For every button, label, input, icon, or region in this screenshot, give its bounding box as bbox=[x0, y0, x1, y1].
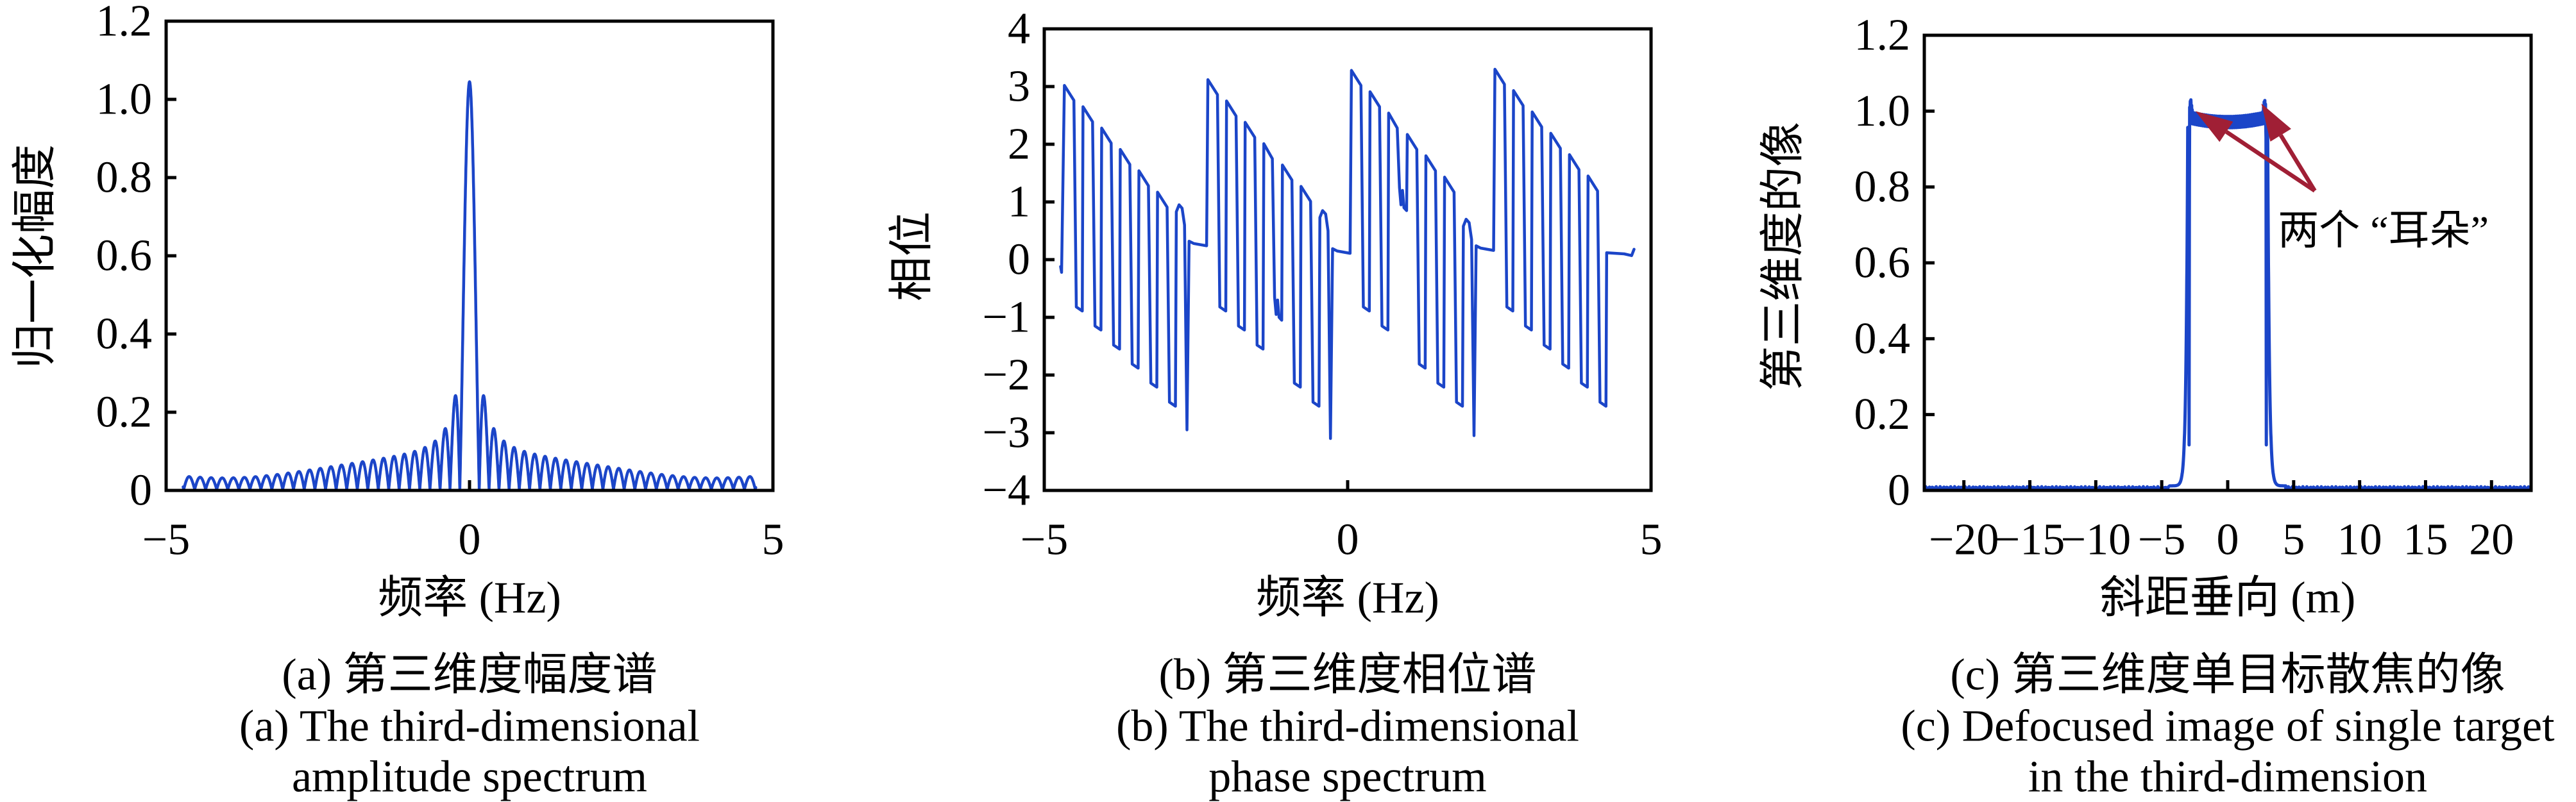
panel-a-xlabel: 频率 (Hz) bbox=[378, 574, 561, 623]
x-tick-label: 15 bbox=[2403, 515, 2448, 565]
panel-b-caption-en1: (b) The third-dimensional bbox=[1116, 702, 1579, 751]
panel-b-caption-zh: (b) 第三维度相位谱 bbox=[1158, 651, 1536, 700]
y-tick-label: 1.0 bbox=[96, 75, 153, 124]
panel-b-frame bbox=[1042, 27, 1653, 492]
y-tick-label: 0.8 bbox=[96, 153, 153, 203]
x-tick-label: 5 bbox=[762, 515, 784, 565]
x-tick-label: −5 bbox=[2138, 515, 2185, 565]
y-tick-label: 0.2 bbox=[1854, 390, 1911, 439]
x-tick-label: −15 bbox=[1995, 515, 2065, 565]
y-tick-label: 0.8 bbox=[1854, 162, 1911, 212]
panel-b-ylabel: 相位 bbox=[888, 212, 937, 301]
y-tick-label: −2 bbox=[983, 351, 1030, 400]
y-tick-label: −3 bbox=[983, 408, 1030, 458]
y-tick-label: 0.2 bbox=[96, 388, 153, 437]
y-tick-label: 0.4 bbox=[1854, 314, 1911, 363]
y-tick-label: 0.4 bbox=[96, 310, 153, 359]
y-tick-label: 2 bbox=[1008, 120, 1030, 169]
x-tick-label: −20 bbox=[1929, 515, 1999, 565]
y-tick-label: 0.6 bbox=[96, 231, 153, 281]
panel-a-caption-en1: (a) The third-dimensional bbox=[239, 702, 700, 751]
panel-b: −5 0 5 −4 −3 −2 −1 0 1 2 3 4 相位 频率 (Hz) (b) 第三维度相位谱… bbox=[888, 4, 1663, 802]
amplitude-curve bbox=[182, 80, 758, 491]
panel-c-caption-en2: in the third-dimension bbox=[2028, 753, 2427, 802]
panel-a-caption-en2: amplitude spectrum bbox=[292, 753, 647, 802]
x-tick-label: 20 bbox=[2469, 515, 2514, 565]
panel-c-caption-en1: (c) Defocused image of single target bbox=[1901, 702, 2555, 751]
panel-a-ylabel: 归一化幅度 bbox=[11, 144, 60, 369]
panel-c-xlabel: 斜距垂向 (m) bbox=[2100, 574, 2356, 623]
x-tick-label: 10 bbox=[2337, 515, 2382, 565]
defocused-image-curve bbox=[1922, 98, 2532, 492]
y-tick-label: 3 bbox=[1008, 62, 1030, 112]
arrow-shaft bbox=[2225, 129, 2316, 193]
y-tick-label: 0 bbox=[130, 466, 152, 515]
panel-a-caption-zh: (a) 第三维度幅度谱 bbox=[282, 651, 657, 700]
y-tick-label: 1.0 bbox=[1854, 87, 1911, 136]
ears-annotation-label: 两个 “耳朵” bbox=[2278, 208, 2489, 253]
panel-c-frame bbox=[1922, 33, 2533, 492]
ears-annotation-arrows bbox=[2195, 103, 2317, 193]
y-tick-label: 1.2 bbox=[96, 0, 153, 46]
arrowhead-icon bbox=[2261, 103, 2291, 142]
x-tick-label: 0 bbox=[2217, 515, 2239, 565]
panel-c-caption-zh: (c) 第三维度单目标散焦的像 bbox=[1950, 651, 2505, 700]
x-tick-label: −5 bbox=[1021, 515, 1068, 565]
panel-a: −5 0 500.20.40.60.81.01.2 归一化幅度 频率 (Hz) (a… bbox=[11, 0, 784, 802]
x-tick-label: 0 bbox=[1337, 515, 1359, 565]
x-tick-label: −5 bbox=[142, 515, 190, 565]
x-tick-label: −10 bbox=[2061, 515, 2131, 565]
y-tick-label: 1 bbox=[1008, 178, 1030, 227]
x-tick-label: 5 bbox=[1640, 515, 1663, 565]
panel-a-ticks: −5 0 500.20.40.60.81.01.2 bbox=[96, 0, 784, 565]
panel-c-ylabel: 第三维度的像 bbox=[1759, 122, 1808, 391]
y-tick-label: 0.6 bbox=[1854, 238, 1911, 288]
y-tick-label: 0 bbox=[1008, 235, 1030, 285]
arrow-shaft bbox=[2278, 134, 2317, 192]
panel-b-caption-en2: phase spectrum bbox=[1208, 753, 1486, 802]
x-tick-label: 5 bbox=[2282, 515, 2305, 565]
y-tick-label: 4 bbox=[1008, 4, 1030, 54]
x-tick-label: 0 bbox=[459, 515, 481, 565]
panel-b-xlabel: 频率 (Hz) bbox=[1256, 574, 1439, 623]
y-tick-label: 1.2 bbox=[1854, 11, 1911, 60]
phase-curve bbox=[1059, 67, 1636, 440]
y-tick-label: 0 bbox=[1888, 466, 1910, 515]
y-tick-label: −4 bbox=[983, 466, 1030, 515]
panel-b-ticks: −5 0 5 −4 −3 −2 −1 0 1 2 3 4 bbox=[983, 4, 1663, 565]
arrowhead-icon bbox=[2195, 111, 2233, 142]
y-tick-label: −1 bbox=[983, 293, 1030, 342]
